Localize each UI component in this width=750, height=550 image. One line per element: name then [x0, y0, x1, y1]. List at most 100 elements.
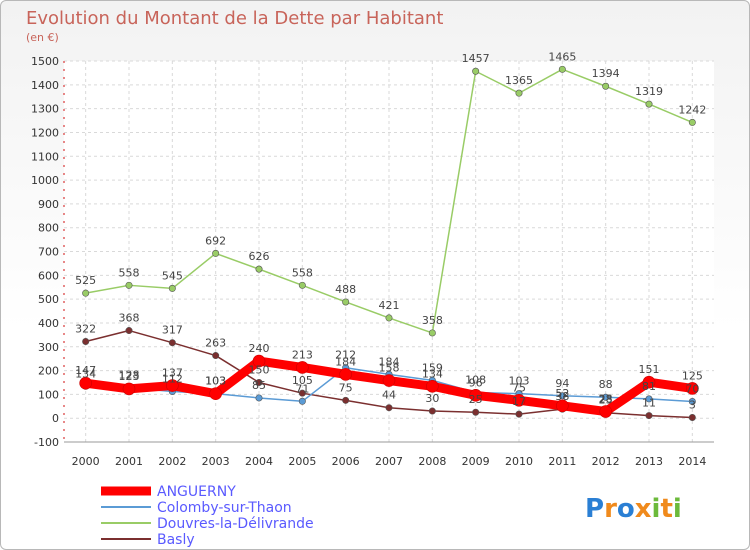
data-label: 108 — [465, 373, 486, 386]
logo-letter: r — [604, 494, 617, 524]
data-point — [472, 67, 480, 75]
data-point — [255, 394, 263, 402]
data-label: 147 — [75, 364, 96, 377]
data-point — [426, 379, 439, 393]
data-label: 240 — [249, 342, 270, 355]
y-tick-label: 400 — [38, 317, 59, 330]
data-label: 137 — [162, 367, 183, 380]
data-point — [168, 339, 176, 347]
y-tick-label: 500 — [38, 293, 59, 306]
data-point — [642, 375, 656, 389]
y-tick-label: 100 — [38, 388, 59, 401]
data-point — [599, 405, 612, 418]
data-label: 11 — [642, 397, 656, 410]
y-tick-label: 700 — [38, 246, 59, 259]
data-label: 1319 — [635, 85, 663, 98]
data-label: 94 — [555, 377, 569, 390]
data-point — [122, 382, 136, 396]
x-tick-label: 2003 — [202, 455, 230, 468]
data-label: 1457 — [462, 52, 490, 65]
logo-text: Proxiti — [585, 494, 682, 524]
data-point — [298, 389, 306, 397]
x-tick-label: 2010 — [505, 455, 533, 468]
data-label: 1365 — [505, 74, 533, 87]
data-label: 184 — [335, 355, 356, 368]
data-point — [125, 327, 133, 335]
data-point — [342, 396, 350, 404]
y-tick-label: 0 — [52, 412, 59, 425]
data-label: 184 — [379, 355, 400, 368]
data-label: 134 — [422, 367, 443, 380]
data-label: 25 — [469, 393, 483, 406]
logo-letter: i — [673, 494, 682, 524]
chart-title: Evolution du Montant de la Dette par Hab… — [26, 8, 443, 29]
proxiti-logo: Proxiti — [585, 494, 682, 524]
data-label: 75 — [512, 381, 526, 394]
x-tick-label: 2005 — [288, 455, 316, 468]
x-tick-label: 2013 — [635, 455, 663, 468]
data-point — [688, 398, 696, 406]
y-tick-label: 600 — [38, 269, 59, 282]
data-point — [342, 298, 350, 306]
data-point — [82, 338, 90, 346]
x-tick-label: 2012 — [592, 455, 620, 468]
data-label: 212 — [335, 349, 356, 362]
y-tick-label: 800 — [38, 222, 59, 235]
data-label: 525 — [75, 274, 96, 287]
data-label: 1242 — [678, 103, 706, 116]
data-label: 1394 — [592, 67, 620, 80]
data-label: 123 — [119, 370, 140, 383]
data-point — [125, 281, 133, 289]
logo-letter: P — [585, 494, 604, 524]
data-label: 1465 — [548, 50, 576, 63]
data-label: 558 — [119, 266, 140, 279]
data-label: 112 — [162, 373, 183, 386]
data-label: 213 — [292, 348, 313, 361]
data-point — [209, 387, 222, 400]
x-tick-label: 2009 — [462, 455, 490, 468]
data-point — [166, 379, 179, 392]
data-point — [382, 374, 396, 387]
data-label: 70 — [685, 383, 699, 396]
data-label: 28 — [599, 393, 613, 406]
data-label: 17 — [512, 395, 526, 408]
data-label: 368 — [119, 312, 140, 325]
data-point — [512, 394, 526, 407]
y-tick-label: 1100 — [31, 150, 59, 163]
data-label: 30 — [425, 392, 439, 405]
data-label: 545 — [162, 269, 183, 282]
axes: -100 0 100 200 300 400 500 600 700 800 900 1000 1100… — [31, 55, 714, 468]
data-label: 626 — [249, 250, 270, 263]
data-point — [688, 413, 696, 421]
data-point — [298, 397, 306, 405]
data-point — [168, 284, 176, 292]
data-label: 125 — [682, 369, 703, 382]
data-label: 23 — [599, 394, 613, 407]
legend-label: Basly — [157, 532, 195, 548]
data-label: 488 — [335, 283, 356, 296]
data-point — [82, 289, 90, 297]
data-point — [556, 399, 569, 413]
data-labels: 525 558 545 692 626 558 488 421 358 1457 1365 1465 1… — [75, 50, 706, 411]
data-label: 134 — [75, 367, 96, 380]
data-point — [515, 89, 523, 97]
x-tick-label: 2008 — [418, 455, 446, 468]
data-label: 38 — [555, 390, 569, 403]
data-label: 88 — [599, 378, 613, 391]
data-label: 52 — [555, 387, 569, 400]
data-label: 103 — [205, 375, 226, 388]
data-label: 158 — [379, 362, 400, 375]
legend: ANGUERNYColomby-sur-ThaonDouvres-la-Déli… — [101, 484, 314, 548]
data-point — [469, 389, 482, 402]
data-label: 103 — [205, 375, 226, 388]
data-point — [298, 281, 306, 289]
data-point — [212, 249, 220, 257]
data-label: 81 — [642, 380, 656, 393]
data-point — [602, 82, 610, 90]
data-label: 85 — [252, 379, 266, 392]
data-point — [385, 404, 393, 412]
y-tick-label: 200 — [38, 365, 59, 378]
data-point — [645, 412, 653, 420]
data-point — [686, 382, 699, 395]
